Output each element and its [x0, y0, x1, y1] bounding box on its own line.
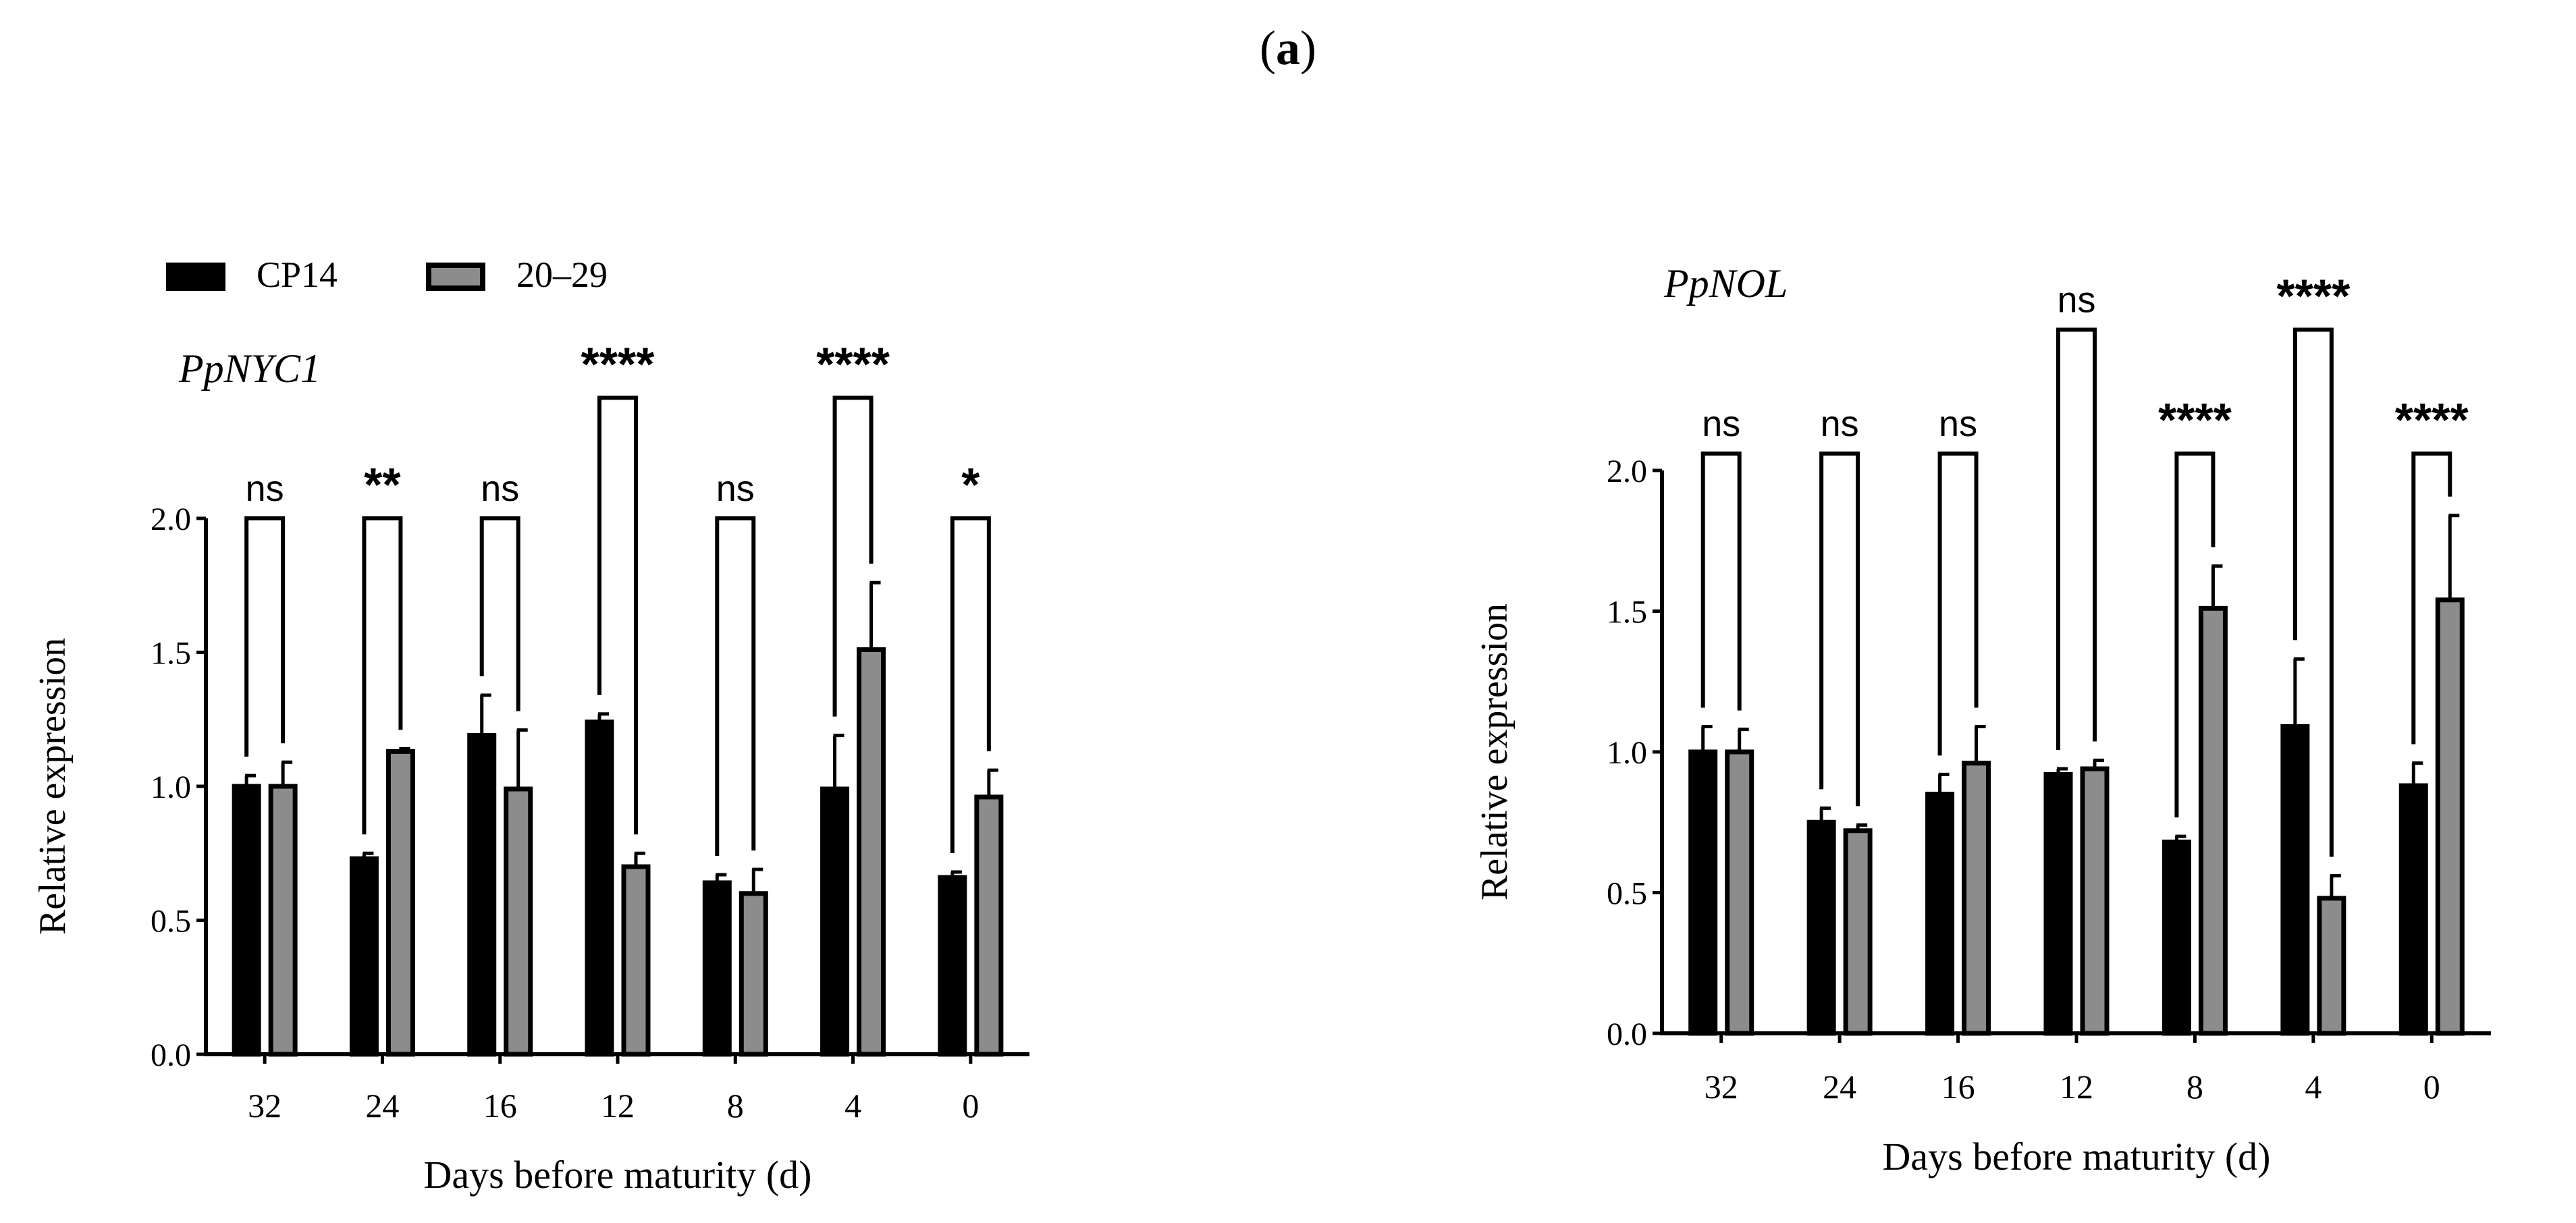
- significance-label-8: ****: [2158, 393, 2232, 446]
- significance-bracket-4: [832, 396, 874, 717]
- legend-label-0: CP14: [257, 254, 338, 295]
- bar-CP14-12: [2043, 771, 2073, 1036]
- x-axis-label: Days before maturity (d): [424, 1153, 812, 1197]
- bar-CP14-0: [2398, 783, 2428, 1036]
- panel-label-letter: a: [1276, 21, 1300, 75]
- bar-20–29-8: [739, 891, 768, 1057]
- bar-20–29-32: [268, 784, 298, 1057]
- legend-swatch-1: [426, 263, 485, 291]
- x-axis-label: Days before maturity (d): [1883, 1135, 2271, 1178]
- significance-bracket-32: [244, 516, 286, 757]
- panel-label-open: (: [1260, 21, 1276, 75]
- legend: CP14 20–29: [166, 254, 608, 295]
- y-axis-label: Relative expression: [32, 638, 74, 935]
- x-tick-label-2: 16: [483, 1087, 517, 1124]
- significance-bracket-16: [479, 516, 520, 711]
- significance-label-32: ns: [1702, 404, 1740, 444]
- significance-bracket-12: [597, 396, 638, 835]
- bar-CP14-16: [1925, 792, 1955, 1036]
- bar-CP14-8: [702, 880, 732, 1057]
- bar-CP14-16: [467, 733, 497, 1057]
- bar-CP14-24: [1806, 819, 1836, 1036]
- y-tick-label-4: 2.0: [151, 501, 191, 537]
- bar-CP14-32: [1688, 749, 1718, 1036]
- bar-20–29-12: [621, 864, 651, 1057]
- significance-bracket-24: [1819, 451, 1860, 807]
- legend-swatch-0: [166, 263, 225, 291]
- significance-bracket-32: [1700, 451, 1742, 711]
- bar-CP14-4: [820, 786, 850, 1057]
- y-tick-label-3: 1.5: [151, 636, 191, 672]
- x-tick-label-5: 4: [2305, 1068, 2322, 1106]
- x-tick-label-6: 0: [2423, 1068, 2440, 1106]
- significance-label-16: ns: [481, 468, 519, 509]
- legend-label-1: 20–29: [516, 254, 608, 295]
- significance-label-12: ns: [2057, 280, 2095, 321]
- panel-label-close: ): [1300, 21, 1316, 75]
- significance-bracket-16: [1937, 451, 1979, 756]
- x-tick-label-1: 24: [1823, 1068, 1856, 1106]
- bar-20–29-16: [1962, 761, 1991, 1036]
- significance-label-0: ****: [2395, 393, 2469, 446]
- bar-20–29-4: [2317, 896, 2346, 1036]
- significance-label-24: **: [364, 458, 401, 511]
- bar-20–29-0: [974, 794, 1004, 1057]
- x-tick-label-6: 0: [962, 1087, 979, 1124]
- x-tick-label-3: 12: [601, 1087, 635, 1124]
- bar-20–29-24: [1843, 828, 1873, 1036]
- significance-bracket-24: [362, 516, 403, 835]
- bar-20–29-0: [2435, 597, 2465, 1036]
- x-tick-label-5: 4: [844, 1087, 861, 1124]
- y-tick-label-4: 2.0: [1607, 454, 1647, 489]
- bar-20–29-4: [857, 647, 886, 1057]
- significance-label-12: ****: [581, 337, 655, 390]
- bar-CP14-32: [232, 784, 261, 1057]
- bar-CP14-4: [2280, 724, 2310, 1036]
- significance-bracket-4: [2292, 327, 2334, 857]
- panel-label: (a): [0, 20, 2576, 76]
- significance-label-16: ns: [1939, 404, 1977, 444]
- significance-label-0: *: [961, 458, 980, 511]
- x-tick-label-4: 8: [727, 1087, 744, 1124]
- y-tick-label-1: 0.5: [1607, 876, 1647, 912]
- significance-label-4: ****: [2276, 270, 2351, 323]
- significance-label-8: ns: [716, 468, 755, 509]
- chart-title: PpNOL: [1663, 261, 1788, 306]
- y-tick-label-2: 1.0: [1607, 735, 1647, 771]
- significance-bracket-8: [2174, 451, 2216, 818]
- bar-CP14-8: [2162, 839, 2191, 1036]
- x-tick-label-4: 8: [2186, 1068, 2203, 1106]
- x-tick-label-3: 12: [2060, 1068, 2093, 1106]
- bar-20–29-24: [385, 749, 415, 1057]
- bar-CP14-0: [938, 875, 967, 1057]
- significance-bracket-8: [715, 516, 756, 857]
- bar-20–29-32: [1725, 749, 1754, 1036]
- x-tick-label-2: 16: [1941, 1068, 1975, 1106]
- significance-bracket-12: [2056, 327, 2097, 751]
- significance-bracket-0: [950, 516, 991, 854]
- bar-CP14-24: [349, 856, 379, 1057]
- bar-20–29-16: [504, 786, 533, 1057]
- bar-CP14-12: [585, 719, 614, 1057]
- y-tick-label-2: 1.0: [151, 769, 191, 805]
- x-tick-label-0: 32: [248, 1087, 281, 1124]
- significance-bracket-0: [2411, 451, 2452, 744]
- x-tick-label-0: 32: [1705, 1068, 1738, 1106]
- chart-ppnol: PpNOL 0.0 0.5 1.0 1.5 2.0 Relative expression D…: [1474, 261, 2491, 1178]
- chart-title: PpNYC1: [178, 346, 321, 391]
- significance-label-32: ns: [246, 468, 284, 509]
- bar-20–29-12: [2080, 766, 2110, 1036]
- significance-label-24: ns: [1821, 404, 1859, 444]
- bar-20–29-8: [2198, 605, 2228, 1036]
- y-tick-label-3: 1.5: [1607, 595, 1647, 630]
- x-tick-label-1: 24: [365, 1087, 399, 1124]
- y-axis-label: Relative expression: [1474, 603, 1515, 900]
- significance-label-4: ****: [816, 337, 890, 390]
- y-tick-label-0: 0.0: [151, 1037, 191, 1073]
- y-tick-label-1: 0.5: [151, 904, 191, 940]
- y-tick-label-0: 0.0: [1607, 1016, 1647, 1052]
- chart-ppnyc1: PpNYC1 0.0 0.5 1.0 1.5 2.0 Relative expression…: [32, 337, 1029, 1197]
